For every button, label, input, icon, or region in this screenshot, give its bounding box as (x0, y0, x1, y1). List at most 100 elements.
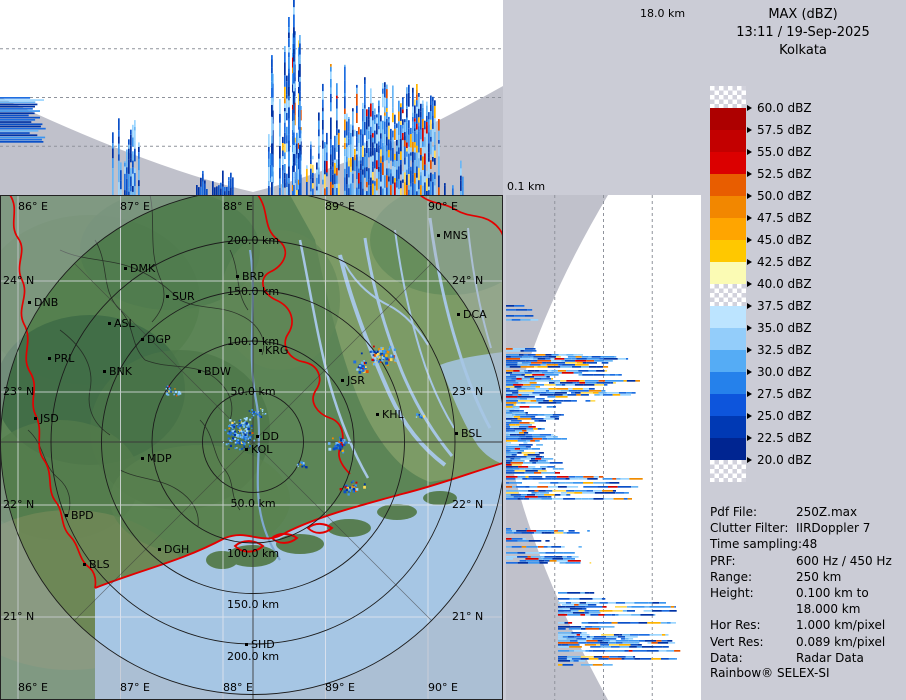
level-value: 22.5 dBZ (757, 431, 812, 445)
lon-label-bottom: 88° E (223, 681, 253, 694)
info-value: 600 Hz / 450 Hz (796, 553, 905, 569)
level-value: 60.0 dBZ (757, 101, 812, 115)
info-label: Clutter Filter: (710, 520, 796, 536)
info-value: 18.000 km (796, 601, 905, 617)
legend-level-label: 50.0 dBZ (747, 188, 812, 204)
level-arrow-icon (747, 215, 752, 221)
range-ring-label: 150.0 km (227, 285, 279, 298)
lon-label-top: 87° E (120, 200, 150, 213)
level-arrow-icon (747, 457, 752, 463)
lat-label-right: 23° N (452, 385, 483, 398)
city-label: BNK (103, 365, 132, 378)
city-marker (141, 338, 144, 341)
city-label: DNB (28, 296, 58, 309)
city-label: PRL (48, 352, 74, 365)
city-name: BDW (204, 365, 231, 378)
level-value: 40.0 dBZ (757, 277, 812, 291)
station-name: Kolkata (700, 42, 906, 59)
city-marker (124, 267, 127, 270)
city-label: DMK (124, 262, 155, 275)
city-label: JSR (341, 374, 365, 387)
city-label: BRP (236, 270, 264, 283)
legend-color-band (710, 174, 746, 196)
info-label: Vert Res: (710, 634, 796, 650)
legend-color-band (710, 350, 746, 372)
info-row: PRF:600 Hz / 450 Hz (710, 553, 905, 569)
legend-color-band (710, 218, 746, 240)
level-value: 30.0 dBZ (757, 365, 812, 379)
city-label: DD (256, 430, 279, 443)
legend-level-label: 30.0 dBZ (747, 364, 812, 380)
level-arrow-icon (747, 127, 752, 133)
level-value: 35.0 dBZ (757, 321, 812, 335)
height-axis-min-label: 0.1 km (507, 180, 545, 193)
city-label: BSL (455, 427, 481, 440)
info-value: 1.000 km/pixel (796, 617, 905, 633)
level-value: 55.0 dBZ (757, 145, 812, 159)
level-value: 32.5 dBZ (757, 343, 812, 357)
legend-color-band (710, 306, 746, 328)
range-ring-label: 50.0 km (230, 497, 275, 510)
city-name: KOL (251, 443, 272, 456)
legend-level-label: 45.0 dBZ (747, 232, 812, 248)
lat-label-left: 24° N (3, 274, 34, 287)
city-name: DD (262, 430, 279, 443)
legend-color-band (710, 284, 746, 306)
city-name: BPD (71, 509, 94, 522)
legend-color-band (710, 152, 746, 174)
city-label: DGP (141, 333, 171, 346)
city-marker (103, 370, 106, 373)
lon-label-top: 86° E (18, 200, 48, 213)
city-name: SHD (251, 638, 275, 651)
level-arrow-icon (747, 435, 752, 441)
city-name: BRP (242, 270, 264, 283)
product-datetime: 13:11 / 19-Sep-2025 (700, 24, 906, 41)
city-label: MNS (437, 229, 468, 242)
city-name: JSR (347, 374, 365, 387)
lon-label-top: 90° E (428, 200, 458, 213)
city-marker (141, 457, 144, 460)
legend-level-label: 42.5 dBZ (747, 254, 812, 270)
info-row: Hor Res:1.000 km/pixel (710, 617, 905, 633)
info-label (710, 601, 796, 617)
city-marker (108, 322, 111, 325)
city-name: DMK (130, 262, 155, 275)
legend-level-label: 35.0 dBZ (747, 320, 812, 336)
city-marker (65, 514, 68, 517)
legend-color-band (710, 262, 746, 284)
legend-level-label: 40.0 dBZ (747, 276, 812, 292)
city-label: JSD (34, 412, 59, 425)
city-label: BPD (65, 509, 94, 522)
legend-level-label: 25.0 dBZ (747, 408, 812, 424)
range-ring-label: 50.0 km (230, 385, 275, 398)
level-arrow-icon (747, 259, 752, 265)
legend-color-band (710, 108, 746, 130)
legend-level-label: 57.5 dBZ (747, 122, 812, 138)
level-arrow-icon (747, 391, 752, 397)
lon-label-bottom: 86° E (18, 681, 48, 694)
city-name: BNK (109, 365, 132, 378)
legend-color-band (710, 328, 746, 350)
level-value: 20.0 dBZ (757, 453, 812, 467)
legend-level-label: 52.5 dBZ (747, 166, 812, 182)
city-name: SUR (172, 290, 195, 303)
level-value: 47.5 dBZ (757, 211, 812, 225)
city-name: DCA (463, 308, 487, 321)
info-label: Hor Res: (710, 617, 796, 633)
info-label: PRF: (710, 553, 796, 569)
city-marker (259, 349, 262, 352)
level-value: 52.5 dBZ (757, 167, 812, 181)
lat-label-right: 24° N (452, 274, 483, 287)
city-marker (166, 295, 169, 298)
city-name: MNS (443, 229, 468, 242)
city-marker (457, 313, 460, 316)
info-row: Pdf File:250Z.max (710, 504, 905, 520)
range-ring-label: 200.0 km (227, 234, 279, 247)
range-ring-label: 100.0 km (227, 547, 279, 560)
city-marker (245, 448, 248, 451)
city-label: KRG (259, 344, 288, 357)
info-value: 250 km (796, 569, 905, 585)
legend-color-band (710, 394, 746, 416)
city-label: SUR (166, 290, 195, 303)
level-value: 25.0 dBZ (757, 409, 812, 423)
